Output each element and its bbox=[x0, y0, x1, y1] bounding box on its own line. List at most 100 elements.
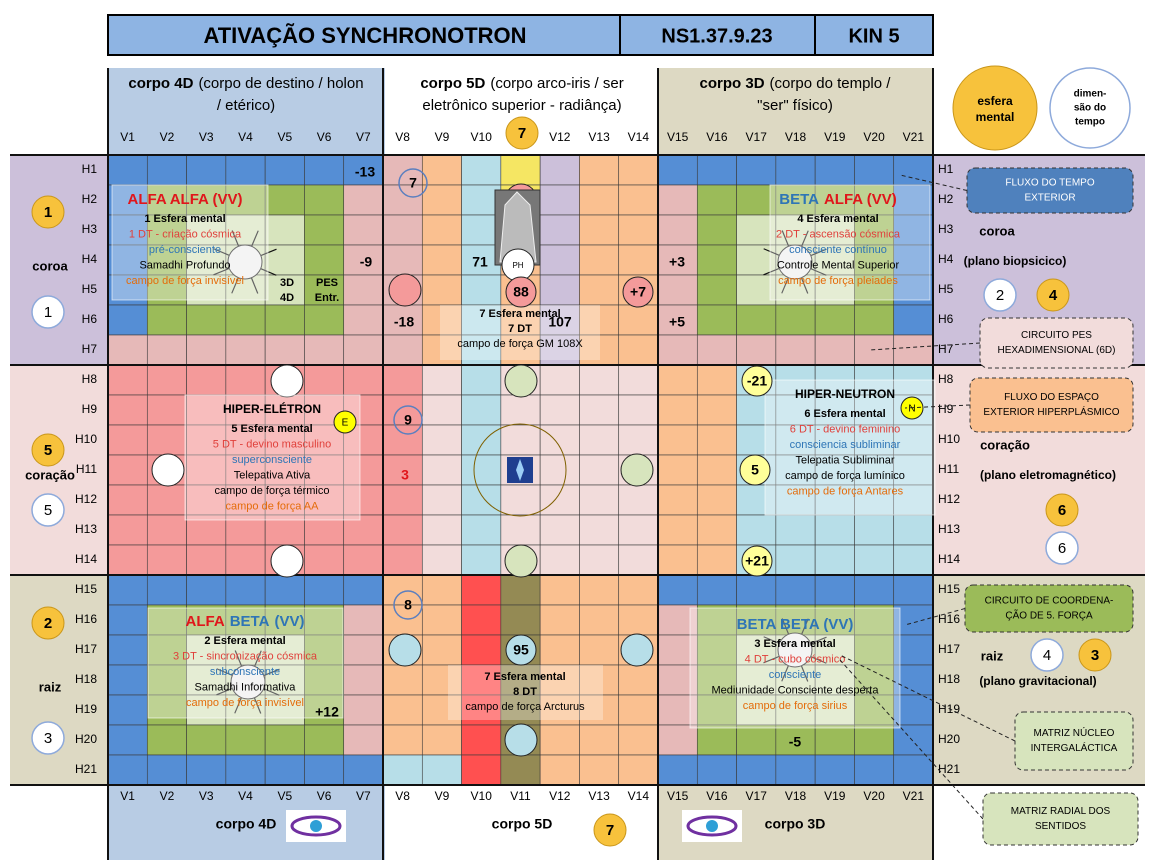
grid-cell bbox=[421, 424, 462, 456]
row-label: H5 bbox=[938, 282, 954, 296]
quadrant-line: consciente contínuo bbox=[789, 244, 887, 256]
quadrant-title: HIPER-ELÉTRON bbox=[223, 401, 321, 416]
number-circle bbox=[505, 276, 537, 308]
grid-cell bbox=[186, 154, 227, 186]
grid-cell bbox=[696, 304, 737, 336]
grid-cell bbox=[775, 754, 816, 786]
callout-connector bbox=[904, 608, 966, 626]
row-label: H15 bbox=[938, 582, 960, 596]
grid-cell bbox=[736, 754, 777, 786]
grid-cell bbox=[146, 154, 187, 186]
outline-circle bbox=[983, 278, 1017, 312]
grid-cell bbox=[304, 214, 345, 246]
label: são do bbox=[1074, 103, 1106, 114]
grid-cell bbox=[107, 484, 148, 516]
column-label: V11 bbox=[510, 789, 531, 803]
callout-text: INTERGALÁCTICA bbox=[1031, 741, 1118, 754]
grid-number: -9 bbox=[360, 254, 373, 270]
e-circle bbox=[333, 410, 357, 434]
outline-circle bbox=[31, 493, 65, 527]
grid-cell bbox=[264, 304, 305, 336]
grid-cell bbox=[736, 424, 777, 456]
grid-cell bbox=[893, 544, 934, 576]
grid-number: +21 bbox=[745, 553, 769, 569]
grid-cell bbox=[618, 484, 659, 516]
grid-number: +7 bbox=[630, 284, 646, 300]
grid-cell bbox=[107, 214, 148, 246]
grid-cell bbox=[421, 454, 462, 486]
grid-cell bbox=[225, 424, 266, 456]
grid-cell bbox=[775, 424, 816, 456]
column-label: V12 bbox=[549, 789, 571, 803]
grid-cell bbox=[657, 424, 698, 456]
callout-text: EXTERIOR bbox=[1024, 193, 1075, 204]
grid-cell bbox=[500, 484, 541, 516]
grid-cell bbox=[107, 154, 148, 186]
grid-cell bbox=[461, 634, 502, 666]
grid-cell bbox=[814, 304, 855, 336]
label: PES bbox=[316, 277, 338, 289]
grid-cell bbox=[657, 634, 698, 666]
grid-cell bbox=[264, 184, 305, 216]
label-part: (corpo de destino / holon bbox=[198, 75, 363, 92]
grid-cell bbox=[382, 544, 423, 576]
grid-cell bbox=[775, 574, 816, 606]
grid-number: +3 bbox=[669, 254, 685, 270]
grid-cell bbox=[146, 304, 187, 336]
grid-cell bbox=[304, 604, 345, 636]
grid-cell bbox=[146, 484, 187, 516]
grid-cell bbox=[343, 664, 384, 696]
grid-cell bbox=[579, 454, 620, 486]
grid-cell bbox=[618, 544, 659, 576]
grid-cell bbox=[893, 424, 934, 456]
grid-cell bbox=[382, 724, 423, 756]
label: campo de força Arcturus bbox=[465, 701, 585, 713]
row-label: H1 bbox=[938, 162, 954, 176]
grid-cell bbox=[225, 484, 266, 516]
grid-cell bbox=[461, 244, 502, 276]
grid-cell bbox=[657, 214, 698, 246]
grid-cell bbox=[539, 244, 580, 276]
grid-cell bbox=[304, 184, 345, 216]
grid-cell bbox=[343, 754, 384, 786]
grid-cell bbox=[696, 544, 737, 576]
grid-cell bbox=[579, 634, 620, 666]
column-label: V7 bbox=[356, 130, 371, 144]
label: (plano gravitacional) bbox=[979, 674, 1096, 688]
yellow-circle bbox=[1045, 493, 1079, 527]
quadrant-title: ALFA ALFA (VV) bbox=[128, 191, 243, 208]
row-label: H14 bbox=[75, 552, 97, 566]
grid-cell bbox=[579, 244, 620, 276]
body-header: corpo 5D (corpo arco-iris / ser bbox=[420, 75, 623, 92]
grid-cell bbox=[186, 394, 227, 426]
grid-cell bbox=[618, 334, 659, 366]
column-label: V1 bbox=[120, 130, 135, 144]
quadrant-line: 2 DT - ascensão cósmica bbox=[776, 228, 901, 240]
column-label: V15 bbox=[667, 789, 689, 803]
grid-number: 88 bbox=[513, 284, 529, 300]
callout-box bbox=[966, 167, 1134, 214]
grid-cell bbox=[461, 484, 502, 516]
grid-cell bbox=[854, 514, 895, 546]
row-label: H17 bbox=[75, 642, 97, 656]
grid-cell bbox=[382, 574, 423, 606]
grid-cell bbox=[186, 634, 227, 666]
grid-cell bbox=[225, 334, 266, 366]
grid-cell bbox=[343, 604, 384, 636]
row-label: H2 bbox=[82, 192, 98, 206]
grid-cell bbox=[107, 514, 148, 546]
callout-text: MATRIZ NÚCLEO bbox=[1034, 726, 1115, 739]
row-label: H11 bbox=[76, 462, 97, 476]
number-circle bbox=[398, 168, 428, 198]
quadrant-title: HIPER-NEUTRON bbox=[795, 387, 895, 401]
column-label: V18 bbox=[785, 130, 807, 144]
row-label: H1 bbox=[82, 162, 98, 176]
cell-circle bbox=[504, 364, 538, 398]
label: (plano biopsicico) bbox=[964, 254, 1067, 268]
column-label: V20 bbox=[863, 789, 885, 803]
grid-number: 8 bbox=[404, 597, 412, 613]
grid-cell bbox=[539, 364, 580, 396]
grid-cell bbox=[618, 724, 659, 756]
grid-cell bbox=[775, 724, 816, 756]
grid-cell bbox=[736, 724, 777, 756]
